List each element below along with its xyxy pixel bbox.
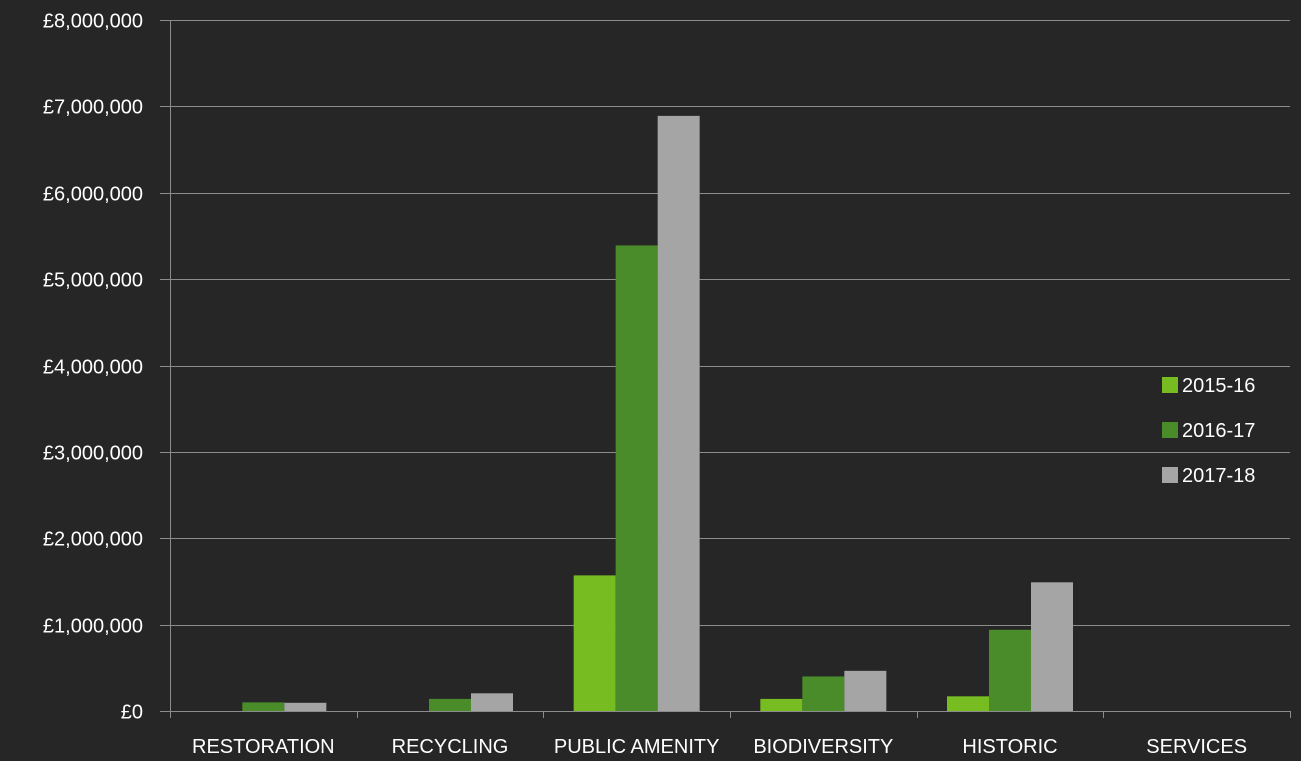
y-tick-label: £4,000,000: [43, 357, 143, 379]
bar-2017-18-biodiversity: [844, 670, 887, 711]
y-tick-label: £6,000,000: [43, 184, 143, 206]
legend-label: 2017-18: [1182, 465, 1255, 487]
y-tick-label: £5,000,000: [43, 270, 143, 292]
bar-2016-17-historic: [989, 629, 1031, 711]
bar-2016-17-biodiversity: [802, 676, 845, 711]
y-tick-label: £7,000,000: [43, 97, 143, 119]
x-tick-label: RECYCLING: [392, 736, 509, 758]
y-tick-label: £3,000,000: [43, 443, 143, 465]
legend: 2015-16 2016-17 2017-18: [1162, 375, 1255, 487]
bars: [242, 115, 1073, 712]
y-axis-tick-labels: £0 £1,000,000 £2,000,000 £3,000,000 £4,000,0…: [43, 11, 143, 724]
x-tick-label: HISTORIC: [962, 736, 1057, 758]
bar-2017-18-historic: [1031, 582, 1073, 711]
y-tick-label: £2,000,000: [43, 529, 143, 551]
bar-2017-18-public-amenity: [657, 115, 700, 712]
x-tick-label: RESTORATION: [192, 736, 335, 758]
legend-swatch: [1162, 377, 1178, 393]
legend-swatch: [1162, 467, 1178, 483]
bar-2016-17-recycling: [429, 698, 471, 711]
legend-label: 2016-17: [1182, 420, 1255, 442]
y-tick-label: £0: [121, 702, 143, 724]
x-tick-label: SERVICES: [1146, 736, 1247, 758]
bar-2016-17-public-amenity: [615, 245, 658, 711]
y-tick-label: £1,000,000: [43, 616, 143, 638]
bar-2015-16-historic: [947, 696, 989, 711]
legend-label: 2015-16: [1182, 375, 1255, 397]
x-axis-tick-labels: RESTORATION RECYCLING PUBLIC AMENITY BIODIV…: [192, 736, 1247, 758]
x-tick-label: PUBLIC AMENITY: [554, 736, 720, 758]
legend-swatch: [1162, 422, 1178, 438]
bar-2017-18-restoration: [284, 702, 327, 711]
bar-2016-17-restoration: [242, 702, 285, 711]
x-tick-label: BIODIVERSITY: [753, 736, 893, 758]
bar-2017-18-recycling: [471, 693, 513, 711]
axes: [160, 20, 1291, 718]
bar-2015-16-biodiversity: [760, 698, 803, 711]
bar-2015-16-public-amenity: [573, 575, 616, 711]
y-tick-label: £8,000,000: [43, 11, 143, 33]
gridlines: [170, 20, 1290, 626]
